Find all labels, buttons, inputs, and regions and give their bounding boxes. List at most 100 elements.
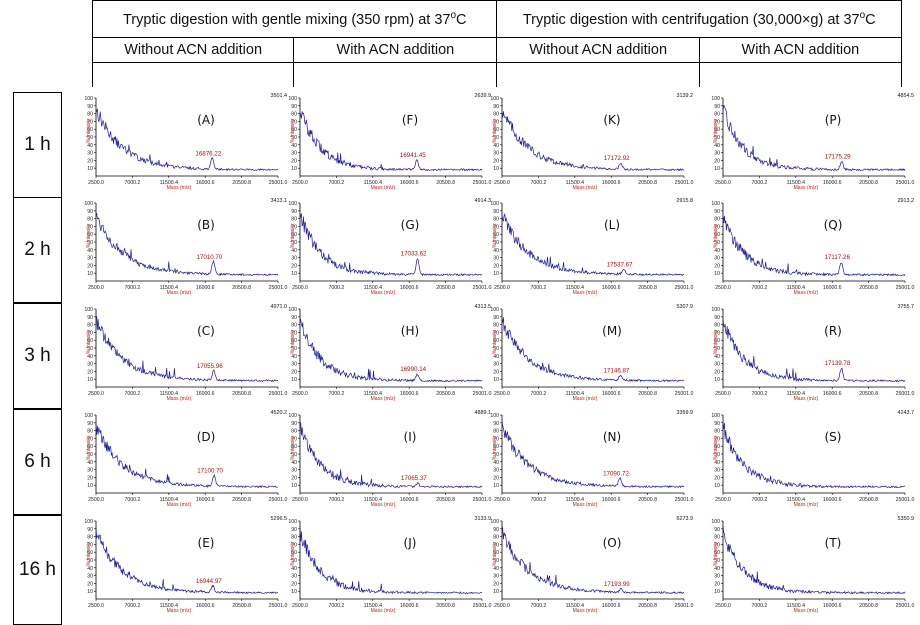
x-tick-label: 25001.0 bbox=[675, 497, 694, 503]
x-tick-label: 7000.2 bbox=[124, 603, 140, 609]
x-tick-label: 16000.6 bbox=[823, 180, 842, 186]
y-tick-label: 40 bbox=[714, 354, 720, 360]
x-tick-label: 16000.6 bbox=[196, 603, 215, 609]
y-tick-label: 10 bbox=[493, 271, 499, 277]
spectrum-trace bbox=[95, 213, 279, 277]
x-tick-label: 2500.0 bbox=[292, 180, 308, 186]
y-tick-label: 50 bbox=[714, 240, 720, 246]
y-tick-label: 80 bbox=[714, 217, 720, 223]
y-tick-label: 100 bbox=[711, 519, 720, 525]
x-tick-label: 11500.4 bbox=[364, 180, 382, 186]
y-tick-label: 80 bbox=[493, 535, 499, 541]
x-tick-label: 20500.8 bbox=[859, 391, 878, 397]
y-tick-label: 40 bbox=[493, 354, 499, 360]
y-tick-label: 100 bbox=[84, 96, 93, 102]
y-tick-label: 20 bbox=[291, 475, 297, 481]
spectrum-panel: 100 90 80 70 60 50 40 30 20 10 2500.0 7000.2 11500.4… bbox=[711, 92, 916, 196]
y-tick-label: 90 bbox=[493, 421, 499, 427]
peak-mass-label: 16876.22 bbox=[195, 150, 221, 157]
x-tick-label: 7000.2 bbox=[751, 285, 767, 291]
y-axis-label: % Intensity bbox=[290, 118, 296, 143]
y-tick-label: 90 bbox=[87, 527, 93, 533]
x-tick-label: 2500.0 bbox=[715, 603, 731, 609]
x-tick-label: 7000.2 bbox=[530, 603, 546, 609]
spectrum-trace bbox=[722, 524, 906, 595]
peak-mass-label: 17065.37 bbox=[401, 475, 427, 482]
x-tick-label: 7000.2 bbox=[530, 180, 546, 186]
x-tick-label: 25001.0 bbox=[896, 180, 915, 186]
y-tick-label: 50 bbox=[493, 452, 499, 458]
x-tick-label: 16000.6 bbox=[196, 391, 215, 397]
y-axis-label: % Intensity bbox=[713, 329, 719, 354]
y-tick-label: 30 bbox=[87, 574, 93, 580]
x-tick-label: 7000.2 bbox=[751, 603, 767, 609]
y-tick-label: 10 bbox=[291, 271, 297, 277]
y-tick-label: 70 bbox=[87, 330, 93, 336]
y-tick-label: 80 bbox=[87, 217, 93, 223]
max-counts-label: 2639.9 bbox=[475, 93, 492, 99]
x-tick-label: 25001.0 bbox=[473, 603, 492, 609]
y-tick-label: 70 bbox=[87, 542, 93, 548]
spectrum-trace bbox=[722, 421, 906, 489]
x-tick-label: 2500.0 bbox=[715, 391, 731, 397]
x-tick-label: 16000.6 bbox=[400, 285, 419, 291]
sub-header-1: Without ACN addition bbox=[91, 37, 295, 63]
x-tick-label: 16000.6 bbox=[400, 497, 419, 503]
header-spacer-1 bbox=[91, 62, 295, 87]
spectrum-panel: 100 90 80 70 60 50 40 30 20 10 2500.0 7000.2 11500.4… bbox=[84, 515, 289, 619]
y-tick-label: 10 bbox=[87, 589, 93, 595]
spectrum-panel: 100 90 80 70 60 50 40 30 20 10 2500.0 7000.2 11500.4… bbox=[711, 409, 916, 513]
y-tick-label: 50 bbox=[714, 452, 720, 458]
spectrum-trace bbox=[722, 105, 906, 172]
y-tick-label: 80 bbox=[714, 535, 720, 541]
x-tick-label: 25001.0 bbox=[269, 180, 288, 186]
y-tick-label: 20 bbox=[87, 158, 93, 164]
max-counts-label: 3133.9 bbox=[475, 516, 492, 522]
x-axis-label: Mass (m/z) bbox=[167, 502, 192, 508]
group-header-centrifugation: Tryptic digestion with centrifugation (3… bbox=[496, 0, 902, 38]
y-tick-label: 100 bbox=[84, 413, 93, 419]
x-tick-label: 7000.2 bbox=[328, 180, 344, 186]
x-tick-label: 16000.6 bbox=[196, 285, 215, 291]
y-tick-label: 20 bbox=[493, 581, 499, 587]
max-counts-label: 3501.4 bbox=[271, 93, 288, 99]
y-tick-label: 80 bbox=[493, 112, 499, 118]
y-tick-label: 90 bbox=[87, 209, 93, 215]
x-tick-label: 16000.6 bbox=[823, 603, 842, 609]
x-tick-label: 7000.2 bbox=[124, 180, 140, 186]
y-tick-label: 30 bbox=[87, 256, 93, 262]
y-tick-label: 70 bbox=[714, 224, 720, 230]
y-tick-label: 50 bbox=[291, 135, 297, 141]
y-tick-label: 90 bbox=[291, 527, 297, 533]
y-tick-label: 10 bbox=[714, 483, 720, 489]
y-tick-label: 100 bbox=[288, 307, 297, 313]
y-axis-label: % Intensity bbox=[492, 435, 498, 460]
sub-header-4: With ACN addition bbox=[698, 37, 903, 63]
x-tick-label: 20500.8 bbox=[859, 285, 878, 291]
y-tick-label: 90 bbox=[493, 209, 499, 215]
x-tick-label: 2500.0 bbox=[88, 497, 104, 503]
panel-letter: (N) bbox=[603, 430, 621, 444]
x-tick-label: 2500.0 bbox=[715, 497, 731, 503]
x-tick-label: 16000.6 bbox=[400, 603, 419, 609]
y-tick-label: 20 bbox=[493, 158, 499, 164]
x-tick-label: 16000.6 bbox=[400, 391, 419, 397]
y-tick-label: 70 bbox=[493, 119, 499, 125]
y-tick-label: 10 bbox=[87, 271, 93, 277]
y-tick-label: 10 bbox=[291, 377, 297, 383]
y-tick-label: 60 bbox=[291, 338, 297, 344]
sub-header-2: With ACN addition bbox=[293, 37, 498, 63]
y-tick-label: 30 bbox=[493, 256, 499, 262]
y-tick-label: 80 bbox=[87, 429, 93, 435]
y-tick-label: 100 bbox=[711, 307, 720, 313]
y-tick-label: 70 bbox=[291, 119, 297, 125]
y-tick-label: 50 bbox=[714, 135, 720, 141]
y-tick-label: 100 bbox=[490, 413, 499, 419]
x-tick-label: 2500.0 bbox=[292, 603, 308, 609]
y-tick-label: 50 bbox=[493, 558, 499, 564]
